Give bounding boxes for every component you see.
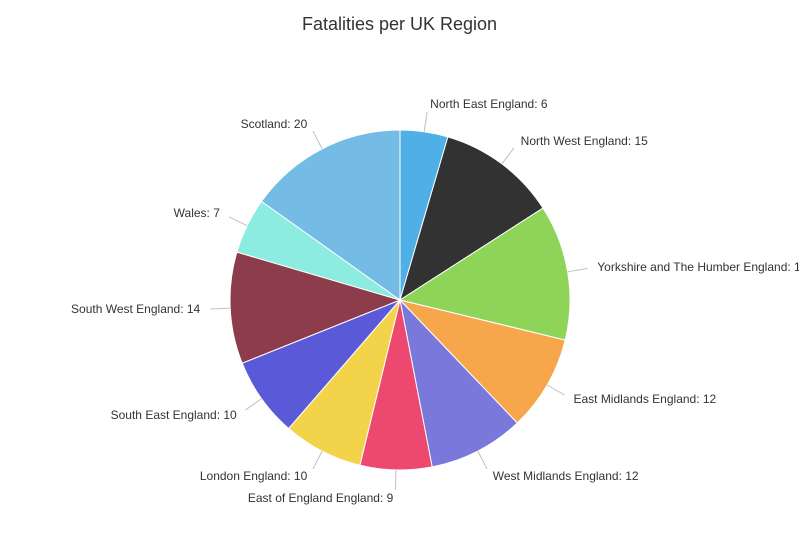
label-leader xyxy=(210,308,230,309)
chart-container: Fatalities per UK Region North East Engl… xyxy=(0,0,799,547)
label-leader xyxy=(229,217,247,226)
slice-label: South East England: 10 xyxy=(111,408,237,422)
slice-label: East of England England: 9 xyxy=(248,491,393,505)
label-leader xyxy=(424,112,427,132)
slice-label: Wales: 7 xyxy=(174,206,220,220)
slice-label: Scotland: 20 xyxy=(241,117,308,131)
slice-label: North East England: 6 xyxy=(430,97,547,111)
slice-label: South West England: 14 xyxy=(71,302,200,316)
label-leader xyxy=(313,451,322,469)
label-leader xyxy=(547,385,564,395)
label-leader xyxy=(313,131,322,149)
slice-label: North West England: 15 xyxy=(521,134,648,148)
slice-label: London England: 10 xyxy=(200,469,307,483)
label-leader xyxy=(478,451,487,469)
slice-label: East Midlands England: 12 xyxy=(573,392,716,406)
label-leader xyxy=(502,148,514,164)
slice-label: West Midlands England: 12 xyxy=(493,469,639,483)
slice-label: Yorkshire and The Humber England: 17 xyxy=(597,260,799,274)
label-leader xyxy=(245,399,261,411)
label-leader xyxy=(568,268,588,271)
